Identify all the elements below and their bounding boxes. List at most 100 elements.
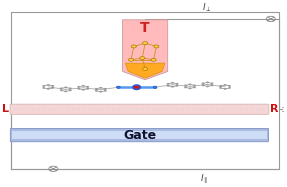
- Circle shape: [78, 109, 80, 110]
- Circle shape: [140, 57, 145, 60]
- Circle shape: [205, 109, 207, 110]
- Circle shape: [77, 88, 80, 89]
- Circle shape: [104, 88, 106, 89]
- Circle shape: [171, 86, 174, 87]
- Circle shape: [143, 42, 148, 45]
- Circle shape: [135, 109, 137, 110]
- FancyBboxPatch shape: [12, 131, 267, 139]
- Circle shape: [176, 83, 178, 84]
- Circle shape: [118, 109, 120, 110]
- Circle shape: [167, 85, 169, 86]
- Circle shape: [171, 82, 174, 83]
- Circle shape: [52, 87, 54, 89]
- Circle shape: [211, 83, 213, 84]
- Circle shape: [49, 109, 51, 110]
- Circle shape: [240, 109, 242, 110]
- Circle shape: [153, 109, 155, 110]
- Circle shape: [211, 109, 213, 110]
- Circle shape: [100, 91, 102, 92]
- Circle shape: [189, 88, 191, 89]
- Circle shape: [84, 109, 86, 110]
- Circle shape: [151, 58, 156, 61]
- Circle shape: [87, 86, 89, 87]
- Circle shape: [69, 90, 71, 91]
- Circle shape: [107, 109, 109, 110]
- Circle shape: [14, 109, 16, 110]
- Circle shape: [224, 88, 226, 90]
- Circle shape: [61, 109, 63, 110]
- Circle shape: [206, 86, 209, 87]
- Circle shape: [176, 85, 178, 86]
- Circle shape: [42, 87, 45, 89]
- Circle shape: [113, 109, 115, 110]
- Circle shape: [143, 68, 148, 70]
- Circle shape: [55, 109, 57, 110]
- Circle shape: [189, 84, 191, 85]
- Circle shape: [47, 84, 49, 86]
- Circle shape: [193, 109, 195, 110]
- Circle shape: [176, 109, 178, 110]
- Circle shape: [245, 109, 247, 110]
- Circle shape: [228, 85, 231, 87]
- Circle shape: [193, 85, 196, 86]
- Circle shape: [199, 109, 201, 110]
- Circle shape: [95, 90, 97, 91]
- Circle shape: [60, 90, 62, 91]
- Circle shape: [37, 109, 39, 110]
- Circle shape: [154, 45, 159, 48]
- Circle shape: [129, 58, 133, 61]
- Circle shape: [164, 109, 166, 110]
- Circle shape: [257, 109, 259, 110]
- Circle shape: [72, 109, 74, 110]
- Circle shape: [101, 109, 103, 110]
- Circle shape: [133, 85, 140, 89]
- Text: $I_\perp$: $I_\perp$: [202, 1, 212, 14]
- Circle shape: [100, 87, 102, 88]
- Circle shape: [65, 91, 67, 92]
- Circle shape: [82, 85, 84, 86]
- Circle shape: [202, 83, 204, 84]
- Circle shape: [69, 88, 71, 89]
- Circle shape: [141, 109, 143, 110]
- Circle shape: [222, 109, 224, 110]
- Circle shape: [206, 82, 209, 83]
- Text: L: L: [2, 104, 9, 114]
- Circle shape: [131, 45, 136, 48]
- Circle shape: [263, 109, 265, 110]
- Circle shape: [43, 109, 45, 110]
- Circle shape: [87, 88, 89, 89]
- Circle shape: [32, 109, 34, 110]
- Circle shape: [182, 109, 184, 110]
- Circle shape: [60, 88, 62, 89]
- Circle shape: [95, 88, 97, 89]
- Circle shape: [42, 85, 45, 87]
- FancyBboxPatch shape: [10, 104, 269, 114]
- Polygon shape: [123, 20, 168, 80]
- Circle shape: [20, 109, 22, 110]
- Circle shape: [77, 86, 80, 87]
- Text: $I_\parallel$: $I_\parallel$: [200, 173, 209, 186]
- Text: T: T: [140, 22, 150, 36]
- Circle shape: [52, 85, 54, 87]
- Circle shape: [153, 86, 157, 88]
- Circle shape: [167, 83, 169, 84]
- Circle shape: [170, 109, 172, 110]
- Circle shape: [184, 85, 187, 86]
- Circle shape: [219, 87, 222, 89]
- Circle shape: [188, 109, 190, 110]
- Circle shape: [228, 109, 230, 110]
- Circle shape: [147, 109, 149, 110]
- Circle shape: [124, 109, 126, 110]
- Circle shape: [95, 109, 97, 110]
- Circle shape: [216, 109, 218, 110]
- Circle shape: [184, 87, 187, 88]
- Circle shape: [65, 87, 67, 88]
- Text: Gate: Gate: [123, 129, 156, 142]
- Circle shape: [234, 109, 236, 110]
- Circle shape: [211, 85, 213, 86]
- Circle shape: [82, 89, 84, 91]
- Circle shape: [116, 86, 120, 88]
- Circle shape: [228, 87, 231, 89]
- FancyBboxPatch shape: [10, 128, 269, 142]
- Circle shape: [219, 85, 222, 87]
